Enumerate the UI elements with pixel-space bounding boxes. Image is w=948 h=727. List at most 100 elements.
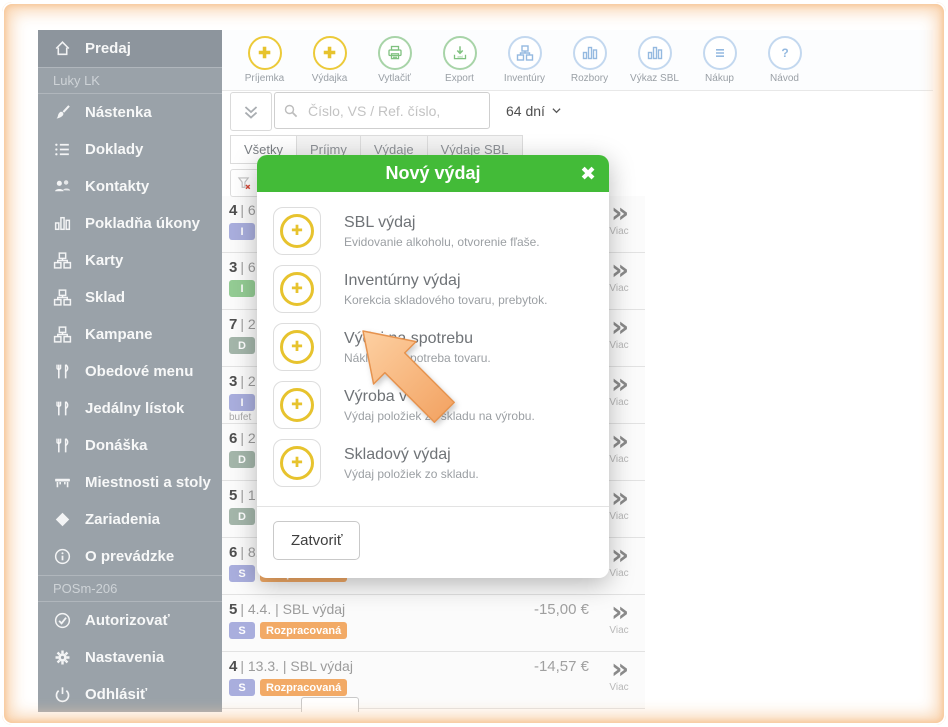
toolbar-button-vydajka[interactable]: ✚ Výdajka [297,36,362,84]
toolbar-button-label: Výdajka [311,73,348,84]
row-number: 3 [229,259,238,276]
plus-icon: ✚ [280,330,314,364]
more-button[interactable]: » Viac [597,655,641,694]
more-button[interactable]: » Viac [597,199,641,238]
modal-item-skladovy-vydaj[interactable]: ✚ Skladový výdaj Výdaj položiek zo sklad… [273,434,593,492]
row-meta: | 6 [240,202,256,218]
sidebar-item-kampane[interactable]: Kampane [38,316,222,353]
modal-item-inventurny-vydaj[interactable]: ✚ Inventúrny výdaj Korekcia skladového t… [273,260,593,318]
toolbar-button-label: Rozbory [570,73,609,84]
clear-filter-button[interactable] [230,169,259,197]
period-dropdown[interactable]: 64 dní [506,92,563,129]
search-box [274,92,490,129]
row-amount: -14,57 € [533,658,589,675]
more-button[interactable]: » Viac [597,313,641,352]
boxes-icon [53,252,72,269]
sidebar-item-donaska[interactable]: Donáška [38,427,222,464]
sidebar-item-doklady[interactable]: Doklady [38,131,222,168]
sidebar-item-nastenka[interactable]: Nástenka [38,94,222,131]
more-button[interactable]: » Viac [597,541,641,580]
modal-item-desc: Korekcia skladového tovaru, prebytok. [344,292,548,307]
modal-item-vyroba[interactable]: ✚ Výroba v Výdaj položiek zo skladu na v… [273,376,593,434]
funnel-clear-icon [238,176,251,189]
sidebar-item-karty[interactable]: Karty [38,242,222,279]
row-number: 5 [229,487,238,504]
sidebar-item-nastavenia[interactable]: Nastavenia [38,639,222,676]
sidebar-item-kontakty[interactable]: Kontakty [38,168,222,205]
row-number: 3 [229,373,238,390]
add-button[interactable]: ✚ [273,265,321,313]
more-button[interactable]: » Viac [597,484,641,523]
status-badge: I [229,280,255,297]
toolbar-button-label: Návod [770,73,799,84]
modal-item-title: Výdaj na spotrebu [344,329,473,347]
sidebar-item-pokladna-ukony[interactable]: Pokladňa úkony [38,205,222,242]
more-button[interactable]: » Viac [597,370,641,409]
toolbar-button-export[interactable]: Export [427,36,492,84]
sidebar-item-miestnosti-a-stoly[interactable]: Miestnosti a stoly [38,464,222,501]
add-button[interactable]: ✚ [273,381,321,429]
sidebar-item-label: Nástenka [85,104,152,121]
row-meta: | 2 [240,316,256,332]
check-circle-icon [54,612,71,629]
close-icon[interactable]: ✖ [580,162,596,185]
toolbar-button-label: Príjemka [244,73,285,84]
toolbar-button-navod[interactable]: Návod [752,36,817,84]
zatvorit-button[interactable]: Zatvoriť [273,521,361,560]
toolbar-button-prijemka[interactable]: ✚ Príjemka [232,36,297,84]
sidebar-item-jedalny-listok[interactable]: Jedálny lístok [38,390,222,427]
row-number: 7 [229,316,238,333]
row-number: 5 [229,601,238,618]
sidebar-item-obedove-menu[interactable]: Obedové menu [38,353,222,390]
sidebar-item-label: O prevádzke [85,548,175,565]
more-button[interactable]: » Viac [597,256,641,295]
sidebar-item-o-prevadzke[interactable]: O prevádzke [38,538,222,575]
boxes-icon [507,36,542,70]
plus-icon: ✚ [280,214,314,248]
toolbar-button-nakup[interactable]: Nákup [687,36,752,84]
list-icon [54,142,70,157]
sidebar-item-label: Doklady [85,141,144,158]
sidebar-item-odhlasit[interactable]: Odhlásiť [38,676,222,713]
sidebar-item-label: Pokladňa úkony [85,215,201,232]
row-meta: | 13.3. | SBL výdaj [240,658,353,674]
bar-chart-icon [637,36,672,70]
sidebar-item-label: Odhlásiť [85,686,148,703]
more-button[interactable]: » Viac [597,427,641,466]
device-name: POSm-206 [53,581,118,596]
plus-circle-icon: ✚ [247,36,282,70]
status-badge: D [229,508,255,525]
sidebar-item-label: Kampane [85,326,153,343]
modal-item-title: SBL výdaj [344,213,416,231]
status-badge: S [229,679,255,696]
toolbar-button-label: Nákup [705,73,734,84]
sidebar-item-label: Predaj [85,40,131,57]
toolbar-button-vykaz-sbl[interactable]: Výkaz SBL [622,36,687,84]
sidebar-item-zariadenia[interactable]: Zariadenia [38,501,222,538]
sidebar-item-autorizovat[interactable]: Autorizovať [38,602,222,639]
more-button[interactable]: » Viac [597,598,641,637]
sidebar-item-label: Karty [85,252,124,269]
modal-item-vydaj-na-spotrebu[interactable]: ✚ Výdaj na spotrebu Nákladová spotreba t… [273,318,593,376]
search-input[interactable] [306,101,481,120]
modal-item-desc: Evidovanie alkoholu, otvorenie fľaše. [344,234,540,249]
table-row: 4 | 13.3. | SBL výdaj S Rozpracovaná -14,5… [222,652,645,709]
plus-icon: ✚ [280,388,314,422]
pagination-button-partial[interactable] [301,697,359,712]
add-button[interactable]: ✚ [273,439,321,487]
toolbar-button-vytlacit[interactable]: Vytlačiť [362,36,427,84]
plus-icon: ✚ [280,446,314,480]
sidebar-item-predaj[interactable]: Predaj [38,30,222,67]
toolbar-button-inventury[interactable]: Inventúry [492,36,557,84]
sidebar-item-label: Zariadenia [85,511,161,528]
sidebar-item-label: Autorizovať [85,612,170,629]
toolbar-button-rozbory[interactable]: Rozbory [557,36,622,84]
add-button[interactable]: ✚ [273,207,321,255]
status-badge: D [229,337,255,354]
sidebar-item-sklad[interactable]: Sklad [38,279,222,316]
modal-item-sbl-vydaj[interactable]: ✚ SBL výdaj Evidovanie alkoholu, otvoren… [273,202,593,260]
users-icon [55,180,71,192]
add-button[interactable]: ✚ [273,323,321,371]
collapse-filters-button[interactable] [230,92,272,131]
boxes-icon [53,326,72,343]
